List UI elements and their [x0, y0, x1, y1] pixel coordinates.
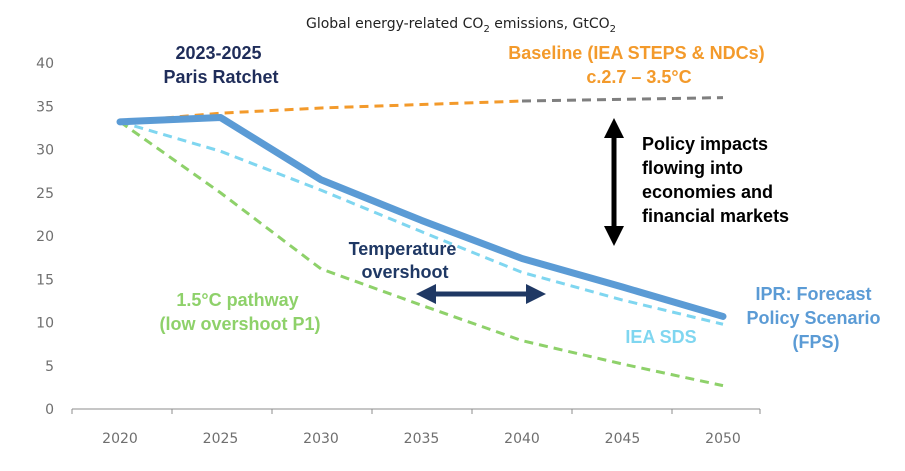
series-group: [116, 96, 727, 388]
y-tick-label: 15: [36, 272, 54, 288]
y-tick-label: 30: [36, 143, 54, 159]
y-tick-label: 10: [36, 316, 54, 332]
series-line-sds: [119, 120, 724, 326]
x-tick-marks: [71, 409, 761, 414]
policy-annotation: Policy impacts flowing into economies an…: [642, 134, 789, 226]
chart-title: Global energy-related CO2 emissions, GtC…: [306, 16, 616, 35]
fps-annotation: IPR: Forecast Policy Scenario (FPS): [746, 284, 885, 352]
y-tick-labels: 0 5 10 15 20 25 30 35 40: [36, 56, 54, 418]
y-tick-label: 25: [36, 186, 54, 202]
ratchet-annotation: 2023-2025 Paris Ratchet: [163, 43, 278, 87]
x-tick-label: 2040: [504, 431, 540, 447]
series-line-baseline_ext: [521, 96, 724, 103]
x-tick-label: 2025: [203, 431, 239, 447]
y-tick-label: 40: [36, 56, 54, 72]
overshoot-annotation: Temperature overshoot: [349, 239, 462, 282]
x-tick-label: 2035: [404, 431, 440, 447]
x-tick-label: 2050: [705, 431, 741, 447]
sds-annotation: IEA SDS: [625, 327, 696, 347]
x-tick-label: 2045: [605, 431, 641, 447]
p15-annotation: 1.5°C pathway (low overshoot P1): [159, 290, 320, 334]
series-line-p15: [119, 120, 724, 388]
x-tick-labels: 2020 2025 2030 2035 2040 2045 2050: [102, 431, 741, 447]
y-tick-label: 5: [45, 359, 54, 375]
y-tick-label: 35: [36, 99, 54, 115]
x-tick-label: 2030: [303, 431, 339, 447]
y-tick-label: 20: [36, 229, 54, 245]
y-tick-label: 0: [45, 402, 54, 418]
series-line-fps: [116, 113, 727, 320]
baseline-annotation: Baseline (IEA STEPS & NDCs) c.2.7 – 3.5°…: [508, 43, 769, 87]
x-tick-label: 2020: [102, 431, 138, 447]
